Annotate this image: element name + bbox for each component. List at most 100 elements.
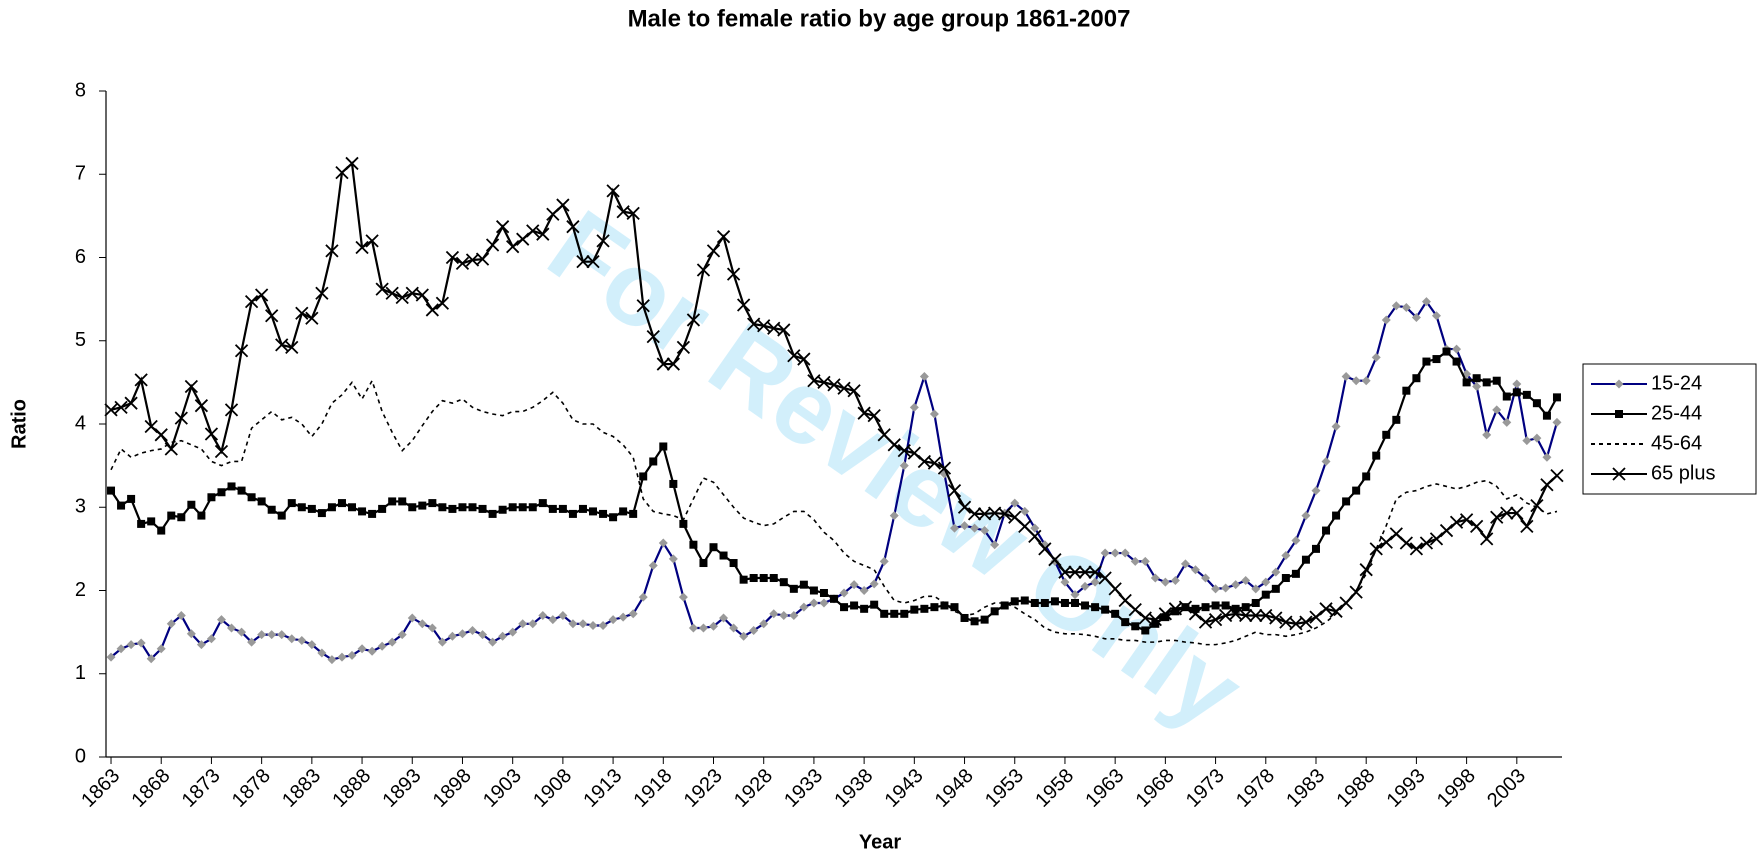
marker	[1492, 405, 1502, 415]
marker	[1449, 515, 1464, 529]
marker	[475, 252, 490, 266]
marker	[184, 379, 198, 394]
marker	[1332, 511, 1341, 520]
marker	[277, 511, 286, 520]
marker	[1161, 613, 1170, 622]
marker	[857, 406, 871, 420]
marker	[1301, 511, 1311, 521]
marker	[297, 503, 306, 512]
marker	[950, 603, 959, 612]
marker	[1080, 581, 1090, 591]
marker	[1198, 615, 1213, 629]
x-tick-label: 1953	[981, 765, 1028, 812]
x-axis-title: Year	[859, 831, 901, 853]
marker	[1241, 603, 1250, 612]
marker	[1500, 506, 1514, 520]
y-tick-label: 0	[75, 745, 86, 767]
marker	[1110, 548, 1120, 558]
marker	[458, 503, 467, 512]
marker	[197, 511, 206, 520]
marker	[176, 610, 186, 620]
marker	[689, 540, 698, 549]
marker	[536, 227, 550, 241]
marker	[1000, 601, 1009, 610]
marker	[769, 609, 779, 619]
x-tick-label: 1883	[278, 765, 325, 812]
marker	[214, 444, 229, 459]
marker	[1502, 392, 1511, 401]
marker	[568, 619, 578, 629]
y-tick-label: 5	[75, 329, 86, 351]
marker	[949, 523, 959, 533]
marker	[980, 615, 989, 624]
y-tick-label: 7	[75, 163, 86, 185]
marker	[769, 574, 778, 583]
marker	[528, 503, 537, 512]
marker	[739, 575, 748, 584]
marker	[358, 507, 367, 516]
marker	[1552, 417, 1562, 427]
marker	[1048, 553, 1062, 567]
marker	[960, 613, 969, 622]
marker	[526, 224, 540, 238]
marker	[134, 373, 148, 387]
marker	[998, 507, 1012, 521]
marker	[137, 519, 146, 528]
x-tick-label: 1903	[479, 765, 526, 812]
marker	[809, 586, 818, 595]
marker	[237, 627, 247, 637]
marker	[1361, 376, 1371, 386]
marker	[639, 472, 648, 481]
x-tick-label: 1868	[127, 765, 174, 812]
marker	[377, 641, 387, 651]
marker	[518, 503, 527, 512]
marker	[887, 438, 901, 452]
marker	[398, 497, 407, 506]
marker	[1148, 613, 1162, 627]
x-tick-label: 1893	[379, 765, 426, 812]
marker	[1158, 607, 1173, 621]
marker	[107, 486, 116, 495]
marker	[495, 220, 510, 234]
marker	[860, 604, 869, 613]
marker	[1339, 596, 1353, 610]
legend-label: 15-24	[1651, 372, 1702, 394]
marker	[1261, 577, 1271, 587]
marker	[1371, 352, 1381, 362]
marker	[656, 357, 670, 371]
marker	[1261, 590, 1270, 599]
marker	[719, 613, 729, 623]
marker	[837, 381, 851, 395]
marker	[508, 503, 517, 512]
y-tick-label: 8	[75, 79, 86, 101]
marker	[1018, 519, 1032, 534]
marker	[1211, 584, 1221, 594]
marker	[1088, 565, 1102, 579]
marker	[889, 511, 899, 521]
marker	[187, 500, 196, 509]
marker	[797, 352, 811, 366]
marker	[1040, 598, 1049, 607]
marker	[216, 615, 226, 625]
marker	[488, 637, 498, 647]
marker	[1128, 603, 1142, 617]
marker	[648, 561, 658, 571]
marker	[538, 499, 547, 508]
marker	[167, 511, 176, 520]
marker	[578, 504, 587, 513]
marker	[619, 507, 628, 516]
marker	[485, 238, 500, 252]
marker	[265, 309, 279, 323]
marker	[1421, 297, 1431, 307]
marker	[387, 637, 397, 647]
marker	[478, 504, 487, 513]
marker	[457, 629, 467, 639]
marker	[498, 631, 508, 641]
marker	[1101, 605, 1110, 614]
marker	[910, 605, 919, 614]
x-tick-label: 1923	[680, 765, 727, 812]
legend-label: 25-44	[1651, 402, 1702, 424]
marker	[859, 586, 869, 595]
x-tick-label: 1958	[1031, 765, 1078, 812]
marker	[267, 630, 277, 640]
